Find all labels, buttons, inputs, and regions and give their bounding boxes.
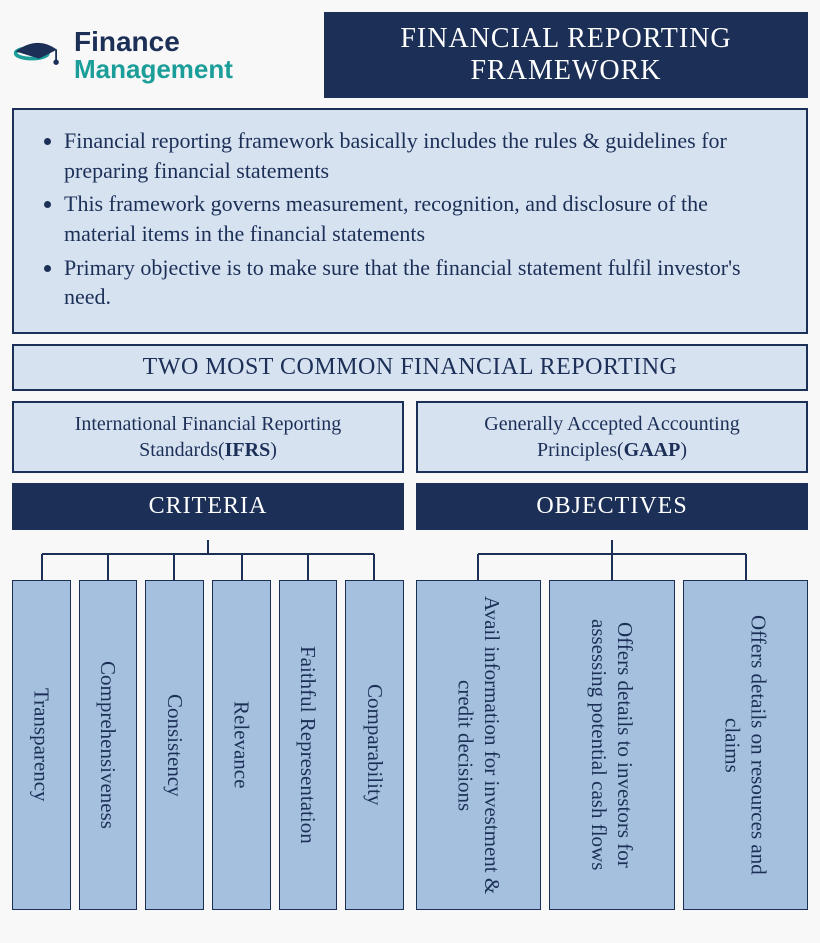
ifrs-prefix: International Financial Reporting Standa… [75, 413, 342, 461]
category-headers-row: CRITERIA OBJECTIVES [12, 483, 808, 530]
criteria-item: Comparability [345, 580, 404, 910]
ifrs-suffix: ) [270, 439, 277, 461]
criteria-label: Faithful Representation [293, 640, 323, 850]
objectives-items: Avail information for investment & credi… [416, 580, 808, 910]
tree-area: Transparency Comprehensiveness Consisten… [12, 540, 808, 910]
section-header: TWO MOST COMMON FINANCIAL REPORTING [12, 344, 808, 391]
objectives-item: Offers details to investors for assessin… [549, 580, 674, 910]
ifrs-bold: IFRS [225, 439, 271, 461]
standards-row: International Financial Reporting Standa… [12, 401, 808, 473]
gaap-prefix: Generally Accepted Accounting Principles… [484, 413, 739, 461]
criteria-label: Relevance [226, 695, 256, 794]
criteria-label: Consistency [160, 688, 190, 803]
gaap-bold: GAAP [624, 439, 681, 461]
description-list: Financial reporting framework basically … [38, 126, 782, 312]
criteria-column: Transparency Comprehensiveness Consisten… [12, 540, 404, 910]
criteria-label: Transparency [26, 682, 56, 808]
logo-area: Finance Management [12, 12, 312, 98]
description-item: Primary objective is to make sure that t… [64, 253, 782, 312]
objectives-connectors [416, 540, 808, 580]
criteria-label: Comprehensiveness [93, 655, 123, 835]
title-box: FINANCIAL REPORTING FRAMEWORK [324, 12, 808, 98]
description-box: Financial reporting framework basically … [12, 108, 808, 334]
logo-text: Finance Management [74, 28, 233, 82]
header-row: Finance Management FINANCIAL REPORTING F… [12, 12, 808, 98]
title-line-1: FINANCIAL REPORTING [400, 23, 731, 55]
objectives-label: Offers details on resources and claims [717, 587, 774, 903]
objectives-label: Avail information for investment & credi… [450, 587, 507, 903]
criteria-header: CRITERIA [12, 483, 404, 530]
criteria-item: Consistency [145, 580, 204, 910]
logo-management-text: Management [74, 56, 233, 82]
logo-finance-text: Finance [74, 28, 233, 56]
description-item: Financial reporting framework basically … [64, 126, 782, 185]
grad-cap-icon [12, 28, 66, 82]
criteria-item: Comprehensiveness [79, 580, 138, 910]
criteria-items: Transparency Comprehensiveness Consisten… [12, 580, 404, 910]
objectives-item: Avail information for investment & credi… [416, 580, 541, 910]
criteria-connectors [12, 540, 404, 580]
objectives-item: Offers details on resources and claims [683, 580, 808, 910]
title-line-2: FRAMEWORK [470, 55, 661, 87]
gaap-box: Generally Accepted Accounting Principles… [416, 401, 808, 473]
criteria-item: Relevance [212, 580, 271, 910]
gaap-suffix: ) [680, 439, 687, 461]
criteria-item: Faithful Representation [279, 580, 338, 910]
criteria-label: Comparability [360, 678, 390, 811]
description-item: This framework governs measurement, reco… [64, 189, 782, 248]
objectives-label: Offers details to investors for assessin… [584, 587, 641, 903]
objectives-header: OBJECTIVES [416, 483, 808, 530]
ifrs-box: International Financial Reporting Standa… [12, 401, 404, 473]
objectives-column: Avail information for investment & credi… [416, 540, 808, 910]
criteria-item: Transparency [12, 580, 71, 910]
